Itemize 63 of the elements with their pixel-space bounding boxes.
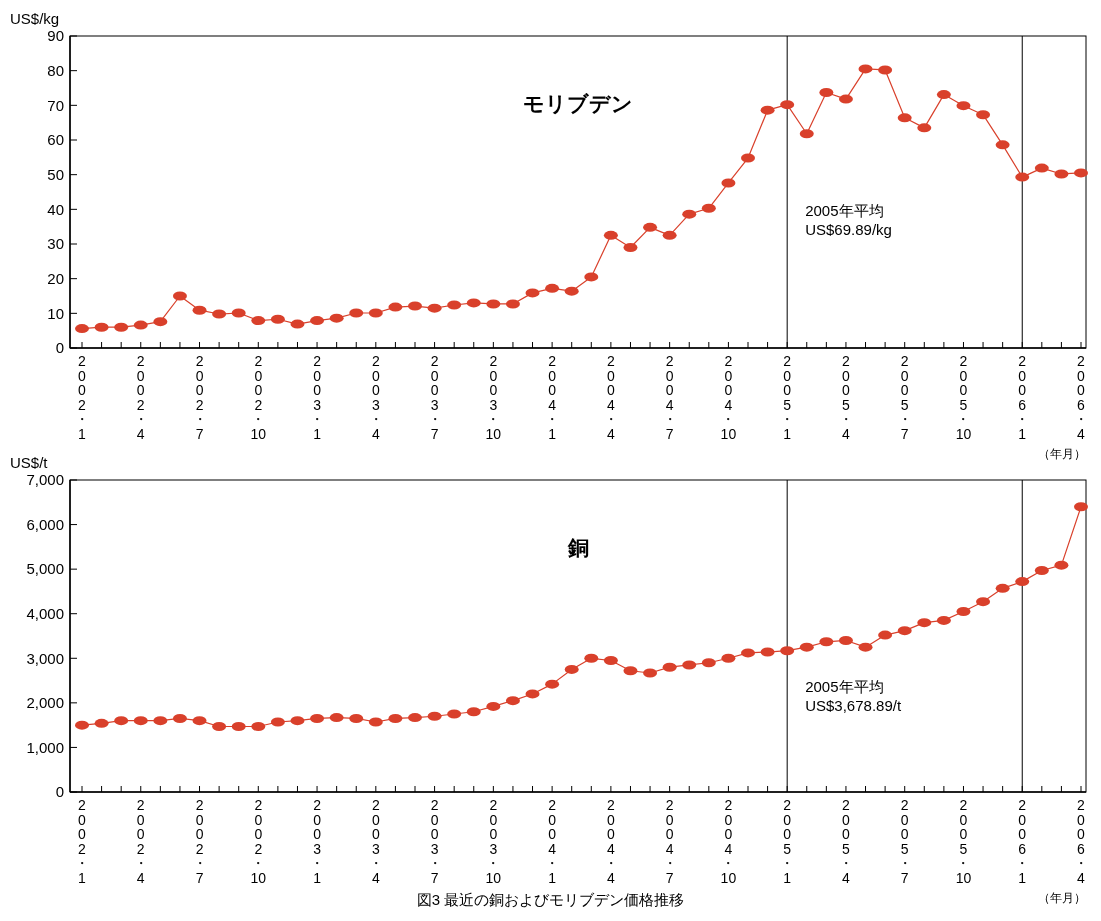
x-tick-label: 2006・4 — [1074, 353, 1088, 442]
x-tick-label: 2005・10 — [955, 353, 972, 442]
y-tick-label: 6,000 — [26, 515, 64, 533]
x-tick-label: 2003・10 — [485, 353, 502, 442]
x-tick-label: 2005・1 — [780, 797, 795, 886]
y-tick-label: 70 — [47, 96, 64, 114]
x-axis-title: （年月） — [1038, 891, 1086, 905]
y-tick-label: 60 — [47, 131, 64, 149]
x-tick-label: 2002・4 — [133, 353, 148, 442]
y-tick-label: 4,000 — [26, 604, 64, 622]
y-tick-label: 20 — [47, 269, 64, 287]
x-tick-label: 2004・1 — [545, 797, 560, 886]
x-tick-label: 2005・10 — [955, 797, 972, 886]
x-tick-label: 2003・7 — [427, 353, 442, 442]
x-tick-label: 2002・1 — [75, 353, 89, 442]
x-tick-label: 2004・10 — [720, 353, 737, 442]
y-tick-label: 10 — [47, 304, 64, 322]
x-tick-label: 2006・1 — [1015, 797, 1030, 886]
y-tick-label: 80 — [47, 61, 64, 79]
x-axis-title: （年月） — [1038, 447, 1086, 461]
x-tick-label: 2003・7 — [427, 797, 442, 886]
x-tick-label: 2002・10 — [250, 353, 267, 442]
text: モリブデン — [523, 91, 633, 115]
text: 銅 — [566, 535, 589, 559]
y-tick-label: 7,000 — [26, 471, 64, 489]
caption: 図3 最近の銅およびモリブデン価格推移 — [416, 891, 685, 908]
y-tick-label: 1,000 — [26, 738, 64, 756]
y-tick-label: 2,000 — [26, 694, 64, 712]
x-tick-label: 2002・7 — [192, 353, 207, 442]
x-tick-label: 2003・4 — [368, 797, 383, 886]
x-tick-label: 2004・7 — [662, 797, 677, 886]
x-tick-label: 2004・4 — [603, 353, 618, 442]
y-tick-label: 0 — [55, 339, 64, 357]
y-axis-title: US$/t — [10, 454, 49, 471]
y-tick-label: 90 — [47, 27, 64, 45]
annotation: 2005年平均 US$3,678.89/t — [805, 677, 902, 714]
x-tick-label: 2002・4 — [133, 797, 148, 886]
x-tick-label: 2003・4 — [368, 353, 383, 442]
y-tick-label: 5,000 — [26, 560, 64, 578]
x-tick-label: 2006・1 — [1015, 353, 1030, 442]
x-tick-label: 2003・1 — [310, 797, 325, 886]
x-tick-label: 2005・4 — [838, 797, 853, 886]
y-axis-title: US$/kg — [10, 10, 60, 27]
x-tick-label: 2005・7 — [897, 797, 912, 886]
x-tick-label: 2003・1 — [310, 353, 325, 442]
y-tick-label: 3,000 — [26, 649, 64, 667]
x-tick-label: 2005・4 — [838, 353, 853, 442]
x-tick-label: 2002・10 — [250, 797, 267, 886]
y-tick-label: 30 — [47, 235, 64, 253]
x-tick-label: 2006・4 — [1074, 797, 1088, 886]
y-tick-label: 50 — [47, 165, 64, 183]
x-tick-label: 2005・7 — [897, 353, 912, 442]
x-tick-label: 2002・7 — [192, 797, 207, 886]
x-tick-label: 2004・1 — [545, 353, 560, 442]
x-tick-label: 2002・1 — [75, 797, 89, 886]
x-tick-label: 2004・7 — [662, 353, 677, 442]
y-tick-label: 40 — [47, 200, 64, 218]
annotation: 2005年平均 US$69.89/kg — [805, 202, 892, 239]
x-tick-label: 2003・10 — [485, 797, 502, 886]
x-tick-label: 2004・10 — [720, 797, 737, 886]
x-tick-label: 2004・4 — [603, 797, 618, 886]
y-tick-label: 0 — [55, 783, 64, 801]
x-tick-label: 2005・1 — [780, 353, 795, 442]
